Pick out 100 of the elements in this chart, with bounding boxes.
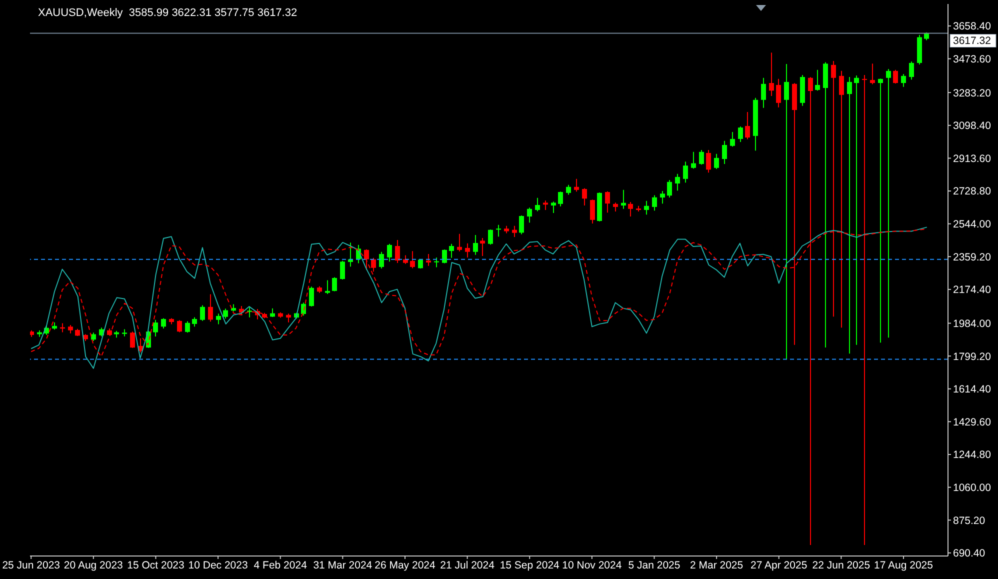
candlestick (535, 197, 540, 212)
x-tick-label: 17 Aug 2025 (874, 559, 934, 572)
candlestick (769, 52, 774, 96)
candlestick (745, 111, 750, 140)
x-tick-label: 25 Jun 2023 (2, 559, 60, 572)
candlestick (395, 239, 400, 264)
candlestick (410, 250, 415, 269)
y-tick-label: 2174.40 (953, 284, 992, 296)
candlestick (823, 62, 828, 348)
x-tick-label: 26 May 2024 (374, 559, 436, 572)
candlestick (480, 238, 485, 256)
candlestick (325, 280, 330, 294)
candlestick (847, 76, 852, 354)
candlestick (340, 260, 345, 280)
candlestick (675, 173, 680, 192)
candlestick (216, 313, 221, 325)
candlestick (909, 61, 914, 80)
candlestick (691, 151, 696, 170)
candlestick (512, 225, 517, 238)
y-tick-label: 1614.40 (953, 384, 992, 396)
candlestick (714, 153, 719, 170)
y-tick-label: 3283.20 (953, 87, 992, 100)
y-tick-label: 3473.60 (953, 53, 992, 66)
candlestick (893, 69, 898, 84)
candlestick (371, 257, 376, 272)
x-tick-label: 21 Jul 2024 (440, 559, 495, 572)
candlestick (730, 132, 735, 148)
y-tick-label: 1060.00 (953, 482, 992, 494)
candlestick (574, 178, 579, 192)
candlestick (200, 304, 205, 322)
candlestick (185, 320, 190, 334)
candlestick (177, 320, 182, 333)
candlestick (854, 75, 859, 346)
candlestick (301, 302, 306, 316)
candlestick (878, 78, 883, 344)
candlestick (722, 140, 727, 164)
x-tick-label: 20 Aug 2023 (64, 559, 124, 572)
candlestick (815, 69, 820, 92)
candlestick (706, 149, 711, 174)
x-tick-label: 27 Apr 2025 (750, 559, 808, 572)
candlestick (776, 78, 781, 108)
candlestick (605, 190, 610, 214)
candlestick (551, 201, 556, 214)
y-tick-label: 1429.60 (953, 416, 992, 428)
candlestick (496, 224, 501, 238)
candlestick (465, 242, 470, 258)
candlestick (699, 149, 704, 166)
candlestick (761, 77, 766, 108)
candlestick (364, 248, 369, 270)
candlestick (449, 243, 454, 258)
candlestick (332, 276, 337, 292)
x-tick-label: 31 Mar 2024 (313, 559, 372, 572)
candlestick (628, 201, 633, 218)
candlestick (667, 179, 672, 198)
candlestick (192, 316, 197, 328)
y-tick-label: 3098.40 (953, 120, 992, 132)
x-tick-label: 15 Oct 2023 (127, 559, 184, 572)
candlestick (161, 318, 166, 330)
y-tick-label: 2359.20 (953, 251, 992, 264)
candlestick (886, 68, 891, 338)
x-tick-label: 10 Nov 2024 (562, 559, 622, 572)
candlestick (473, 234, 478, 256)
candlestick (738, 126, 743, 142)
y-tick-label: 1244.80 (953, 449, 992, 462)
y-tick-label: 2728.80 (953, 186, 992, 198)
y-tick-label: 1984.00 (953, 318, 992, 330)
x-tick-label: 5 Jan 2025 (628, 559, 680, 572)
candlestick (488, 228, 493, 246)
candlestick (644, 200, 649, 216)
candlestick (457, 233, 462, 252)
candlestick (660, 190, 665, 204)
candlestick (434, 257, 439, 268)
candlestick (784, 64, 789, 360)
x-tick-label: 22 Jun 2025 (812, 559, 870, 572)
y-tick-label: 875.20 (953, 514, 986, 527)
x-tick-label: 15 Sep 2024 (500, 559, 560, 572)
candlestick (582, 188, 587, 206)
x-tick-label: 10 Dec 2023 (188, 559, 248, 572)
candlestick (543, 200, 548, 210)
candlestick (153, 319, 158, 338)
candlestick (558, 191, 563, 207)
candlestick (309, 286, 314, 308)
candlestick (247, 306, 252, 318)
candlestick (870, 63, 875, 85)
y-tick-label: 690.40 (953, 548, 986, 560)
candlestick (426, 253, 431, 266)
candlestick (223, 308, 228, 320)
ref-line-label: 3617.32 (953, 35, 992, 48)
x-tick-label: 2 Mar 2025 (690, 559, 744, 572)
candlestick (652, 194, 657, 212)
candlestick (590, 199, 595, 224)
candlestick (901, 73, 906, 88)
candlestick (527, 207, 532, 224)
y-tick-label: 2913.60 (953, 152, 992, 165)
candlestick (387, 243, 392, 262)
candlestick (208, 294, 213, 322)
candlestick (442, 249, 447, 264)
y-tick-label: 2544.00 (953, 218, 992, 231)
x-tick-label: 4 Feb 2024 (254, 559, 308, 572)
candlestick (566, 184, 571, 196)
